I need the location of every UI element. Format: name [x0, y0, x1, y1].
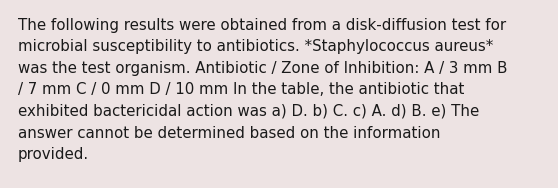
- Text: The following results were obtained from a disk-diffusion test for: The following results were obtained from…: [18, 18, 506, 33]
- Text: / 7 mm C / 0 mm D / 10 mm In the table, the antibiotic that: / 7 mm C / 0 mm D / 10 mm In the table, …: [18, 83, 464, 98]
- Text: exhibited bactericidal action was a) D. b) C. c) A. d) B. e) The: exhibited bactericidal action was a) D. …: [18, 104, 479, 119]
- Text: was the test organism. Antibiotic / Zone of Inhibition: A / 3 mm B: was the test organism. Antibiotic / Zone…: [18, 61, 507, 76]
- Text: provided.: provided.: [18, 147, 89, 162]
- Text: answer cannot be determined based on the information: answer cannot be determined based on the…: [18, 126, 440, 140]
- Text: microbial susceptibility to antibiotics. *Staphylococcus aureus*: microbial susceptibility to antibiotics.…: [18, 39, 493, 55]
